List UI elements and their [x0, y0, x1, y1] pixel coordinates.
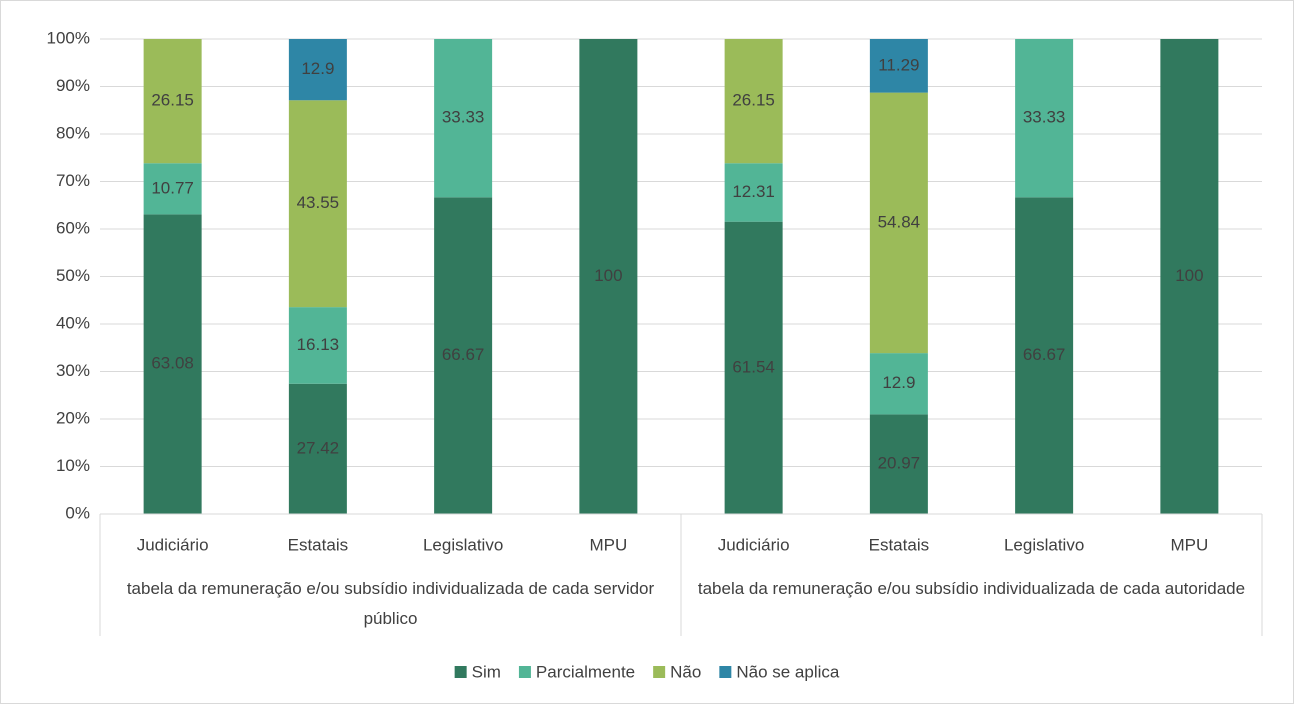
data-label: 100: [1175, 266, 1203, 285]
bar-segment: [724, 163, 783, 222]
bar-segment: [288, 383, 347, 514]
x-tick-label: Legislativo: [423, 535, 503, 554]
bar-segment: [434, 39, 493, 198]
legend-label: Parcialmente: [536, 662, 635, 681]
data-label: 12.31: [732, 182, 775, 201]
y-tick-label: 30%: [56, 361, 90, 380]
bar-segment: [1160, 39, 1219, 514]
data-label: 16.13: [297, 335, 340, 354]
y-tick-label: 90%: [56, 76, 90, 95]
x-tick-label: Judiciário: [718, 535, 790, 554]
bar-segment: [869, 92, 928, 354]
bar-segment: [1015, 39, 1074, 198]
x-tick-label: Legislativo: [1004, 535, 1084, 554]
bar-segment: [869, 353, 928, 415]
data-label: 33.33: [442, 108, 485, 127]
bar-segment: [724, 221, 783, 514]
legend-label: Não: [670, 662, 701, 681]
y-tick-label: 20%: [56, 408, 90, 427]
x-tick-label: Judiciário: [137, 535, 209, 554]
bar-segment: [1015, 197, 1074, 514]
group-label: tabela da remuneração e/ou subsídio indi…: [126, 579, 655, 628]
y-tick-label: 50%: [56, 266, 90, 285]
y-tick-label: 0%: [65, 503, 90, 522]
data-label: 33.33: [1023, 108, 1066, 127]
data-label: 54.84: [878, 212, 921, 231]
bar-segment: [288, 307, 347, 384]
bar-segment: [869, 39, 928, 93]
data-label: 100: [594, 266, 622, 285]
data-label: 27.42: [297, 438, 340, 457]
y-tick-label: 40%: [56, 313, 90, 332]
legend-swatch: [454, 666, 467, 678]
legend-label: Sim: [472, 662, 501, 681]
data-label: 10.77: [151, 178, 194, 197]
bar-segment: [724, 39, 783, 164]
group-label-box: tabela da remuneração e/ou subsídio indi…: [126, 579, 655, 628]
bar-segment: [143, 214, 202, 514]
group-label: tabela da remuneração e/ou subsídio indi…: [697, 579, 1246, 598]
data-label: 12.9: [301, 59, 334, 78]
data-label: 26.15: [151, 91, 194, 110]
bar-segment: [143, 39, 202, 164]
x-tick-label: Estatais: [869, 535, 929, 554]
bar-segment: [869, 414, 928, 514]
bar-segment: [288, 100, 347, 308]
x-tick-label: Estatais: [288, 535, 348, 554]
legend: Sim Parcialmente Não Não se aplica: [454, 662, 840, 681]
data-label: 61.54: [732, 357, 775, 376]
bar-segment: [434, 197, 493, 514]
y-tick-label: 60%: [56, 218, 90, 237]
legend-swatch: [719, 666, 732, 678]
legend-swatch: [653, 666, 666, 678]
data-label: 43.55: [297, 193, 340, 212]
group-label-box: tabela da remuneração e/ou subsídio indi…: [697, 579, 1246, 598]
data-label: 20.97: [878, 454, 921, 473]
y-tick-label: 100%: [47, 28, 90, 47]
data-label: 26.15: [732, 91, 775, 110]
bar-segment: [288, 39, 347, 101]
bar-segment: [143, 163, 202, 215]
data-label: 66.67: [1023, 345, 1066, 364]
data-label: 11.29: [878, 55, 919, 74]
x-tick-label: MPU: [1170, 535, 1208, 554]
data-label: 12.9: [882, 373, 915, 392]
y-tick-label: 70%: [56, 171, 90, 190]
legend-swatch: [518, 666, 531, 678]
legend-label: Não se aplica: [736, 662, 840, 681]
data-label: 66.67: [442, 345, 485, 364]
y-tick-label: 80%: [56, 123, 90, 142]
data-label: 63.08: [151, 354, 194, 373]
y-tick-label: 10%: [56, 456, 90, 475]
x-tick-label: MPU: [589, 535, 627, 554]
bar-segment: [579, 39, 638, 514]
